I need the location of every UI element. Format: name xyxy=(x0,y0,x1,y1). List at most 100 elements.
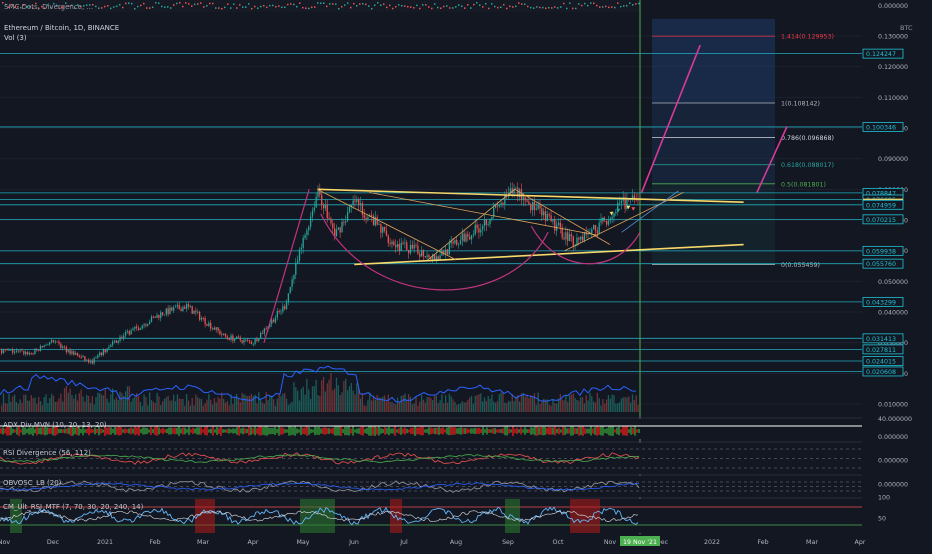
pattern-line-1[interactable] xyxy=(427,189,515,261)
level-tag-7[interactable] xyxy=(862,245,904,256)
volume-bar xyxy=(198,398,201,412)
volume-bar xyxy=(411,404,413,412)
pattern-line-4[interactable] xyxy=(369,192,599,236)
adx-bar xyxy=(464,428,466,434)
indicator-scale-3-0: 100 xyxy=(878,495,890,502)
adx-bar xyxy=(364,428,366,434)
cup-arc-small[interactable] xyxy=(530,225,641,265)
cup-arc-large[interactable] xyxy=(320,213,549,291)
trendline-upper[interactable] xyxy=(317,188,744,204)
pattern-line-2[interactable] xyxy=(514,188,611,245)
candle-body xyxy=(100,352,103,356)
volume-bar xyxy=(391,402,393,412)
strip-dot xyxy=(248,3,250,5)
adx-bar xyxy=(542,426,544,436)
level-tag-9[interactable] xyxy=(862,296,904,307)
volume-bar xyxy=(241,392,243,412)
candle-body xyxy=(626,198,628,209)
volume-bar xyxy=(254,394,256,412)
strip-dot xyxy=(575,7,577,10)
trendline-lower[interactable] xyxy=(354,243,744,266)
level-tag-12[interactable] xyxy=(862,356,904,366)
time-axis[interactable]: Nov Dec 2021 Feb Mar Apr May Jun Jul Aug Sep Oct Nov… xyxy=(0,534,932,550)
candle-body xyxy=(517,187,519,197)
volume-bar xyxy=(50,393,53,412)
candle-body xyxy=(232,335,234,341)
x-tick-0: Nov xyxy=(0,539,10,546)
volume-bar xyxy=(546,399,549,412)
strip-dot xyxy=(338,7,340,10)
strip-dot xyxy=(167,6,169,8)
candle-body xyxy=(341,222,343,233)
adx-bar xyxy=(130,427,132,435)
projection-line-0[interactable] xyxy=(640,44,701,193)
candle-body xyxy=(193,310,195,314)
volume-bar xyxy=(293,382,295,412)
strip-dot xyxy=(437,6,439,9)
volume-bar xyxy=(8,393,10,412)
candles xyxy=(1,182,639,366)
level-tag-1[interactable] xyxy=(862,122,904,132)
pattern-line-0[interactable] xyxy=(317,188,457,261)
volume-bar xyxy=(213,398,216,412)
level-tag-6[interactable] xyxy=(862,214,904,225)
adx-bar xyxy=(92,429,94,433)
volume-label[interactable]: Vol (3) xyxy=(4,34,27,42)
adx-bar xyxy=(626,426,628,436)
candle-body xyxy=(43,345,45,348)
level-tag-13[interactable] xyxy=(862,366,904,377)
volume-bar xyxy=(298,400,301,412)
candle-body xyxy=(428,255,430,258)
current-date-tag[interactable] xyxy=(620,536,660,546)
drawings[interactable] xyxy=(263,0,788,540)
projection-line-1[interactable] xyxy=(756,126,788,193)
volume-bar xyxy=(261,402,264,412)
indicator-rsi-label[interactable]: RSI Divergence (56, 112) xyxy=(3,449,91,457)
volume-bar xyxy=(30,395,32,412)
level-tag-8[interactable] xyxy=(862,258,904,269)
volume-bar xyxy=(385,401,388,412)
indicator-cmrsi-label[interactable]: CM_Ult_RSI_MTF (7, 70, 30, 20, 240, 14) xyxy=(3,503,144,511)
indicator-adx-label[interactable]: ADX Div MVN (10, 20, 13, 20) xyxy=(3,421,107,429)
level-tag-0[interactable] xyxy=(862,48,904,59)
volume-bar xyxy=(502,392,504,412)
adx-bar xyxy=(374,426,376,436)
candle-body xyxy=(124,331,127,336)
volume-bar xyxy=(156,392,158,412)
indicator-obv-label[interactable]: OBVOSC_LB (20) xyxy=(3,479,62,487)
volume-bar xyxy=(507,400,510,412)
strip-dot xyxy=(107,5,109,7)
adx-bar xyxy=(544,426,546,436)
candle-body xyxy=(15,350,18,352)
price-axis[interactable]: BTC 0.000000 0.130000 0.120000 0.110000 0.100… xyxy=(862,0,932,550)
volume-bar xyxy=(193,405,195,412)
chart-title[interactable]: Ethereum / Bitcoin, 1D, BINANCE xyxy=(4,24,120,32)
level-tag-10[interactable] xyxy=(862,333,904,344)
adx-bar xyxy=(278,426,280,436)
volume-bar xyxy=(80,389,82,412)
adx-bar xyxy=(552,427,554,435)
level-tag-5[interactable] xyxy=(862,199,904,210)
candle-body xyxy=(84,356,86,361)
strip-dot xyxy=(251,7,253,10)
strip-dot xyxy=(131,2,133,5)
breakout-line[interactable] xyxy=(621,190,679,233)
level-tag-11[interactable] xyxy=(862,344,904,355)
rise-line[interactable] xyxy=(263,189,310,343)
volume-bar xyxy=(522,392,524,412)
volume-bar xyxy=(10,401,12,412)
adx-bar xyxy=(516,428,518,434)
adx-bar xyxy=(56,427,58,435)
volume-bar xyxy=(237,398,240,412)
candle-body xyxy=(546,214,549,221)
candle-body xyxy=(284,306,286,309)
candle-body xyxy=(130,330,132,335)
volume-bar xyxy=(372,395,375,412)
volume-bar xyxy=(350,383,352,412)
candle-body xyxy=(583,232,586,241)
adx-bar xyxy=(116,427,118,435)
candle-body xyxy=(65,347,68,352)
volume-bar xyxy=(287,405,290,412)
